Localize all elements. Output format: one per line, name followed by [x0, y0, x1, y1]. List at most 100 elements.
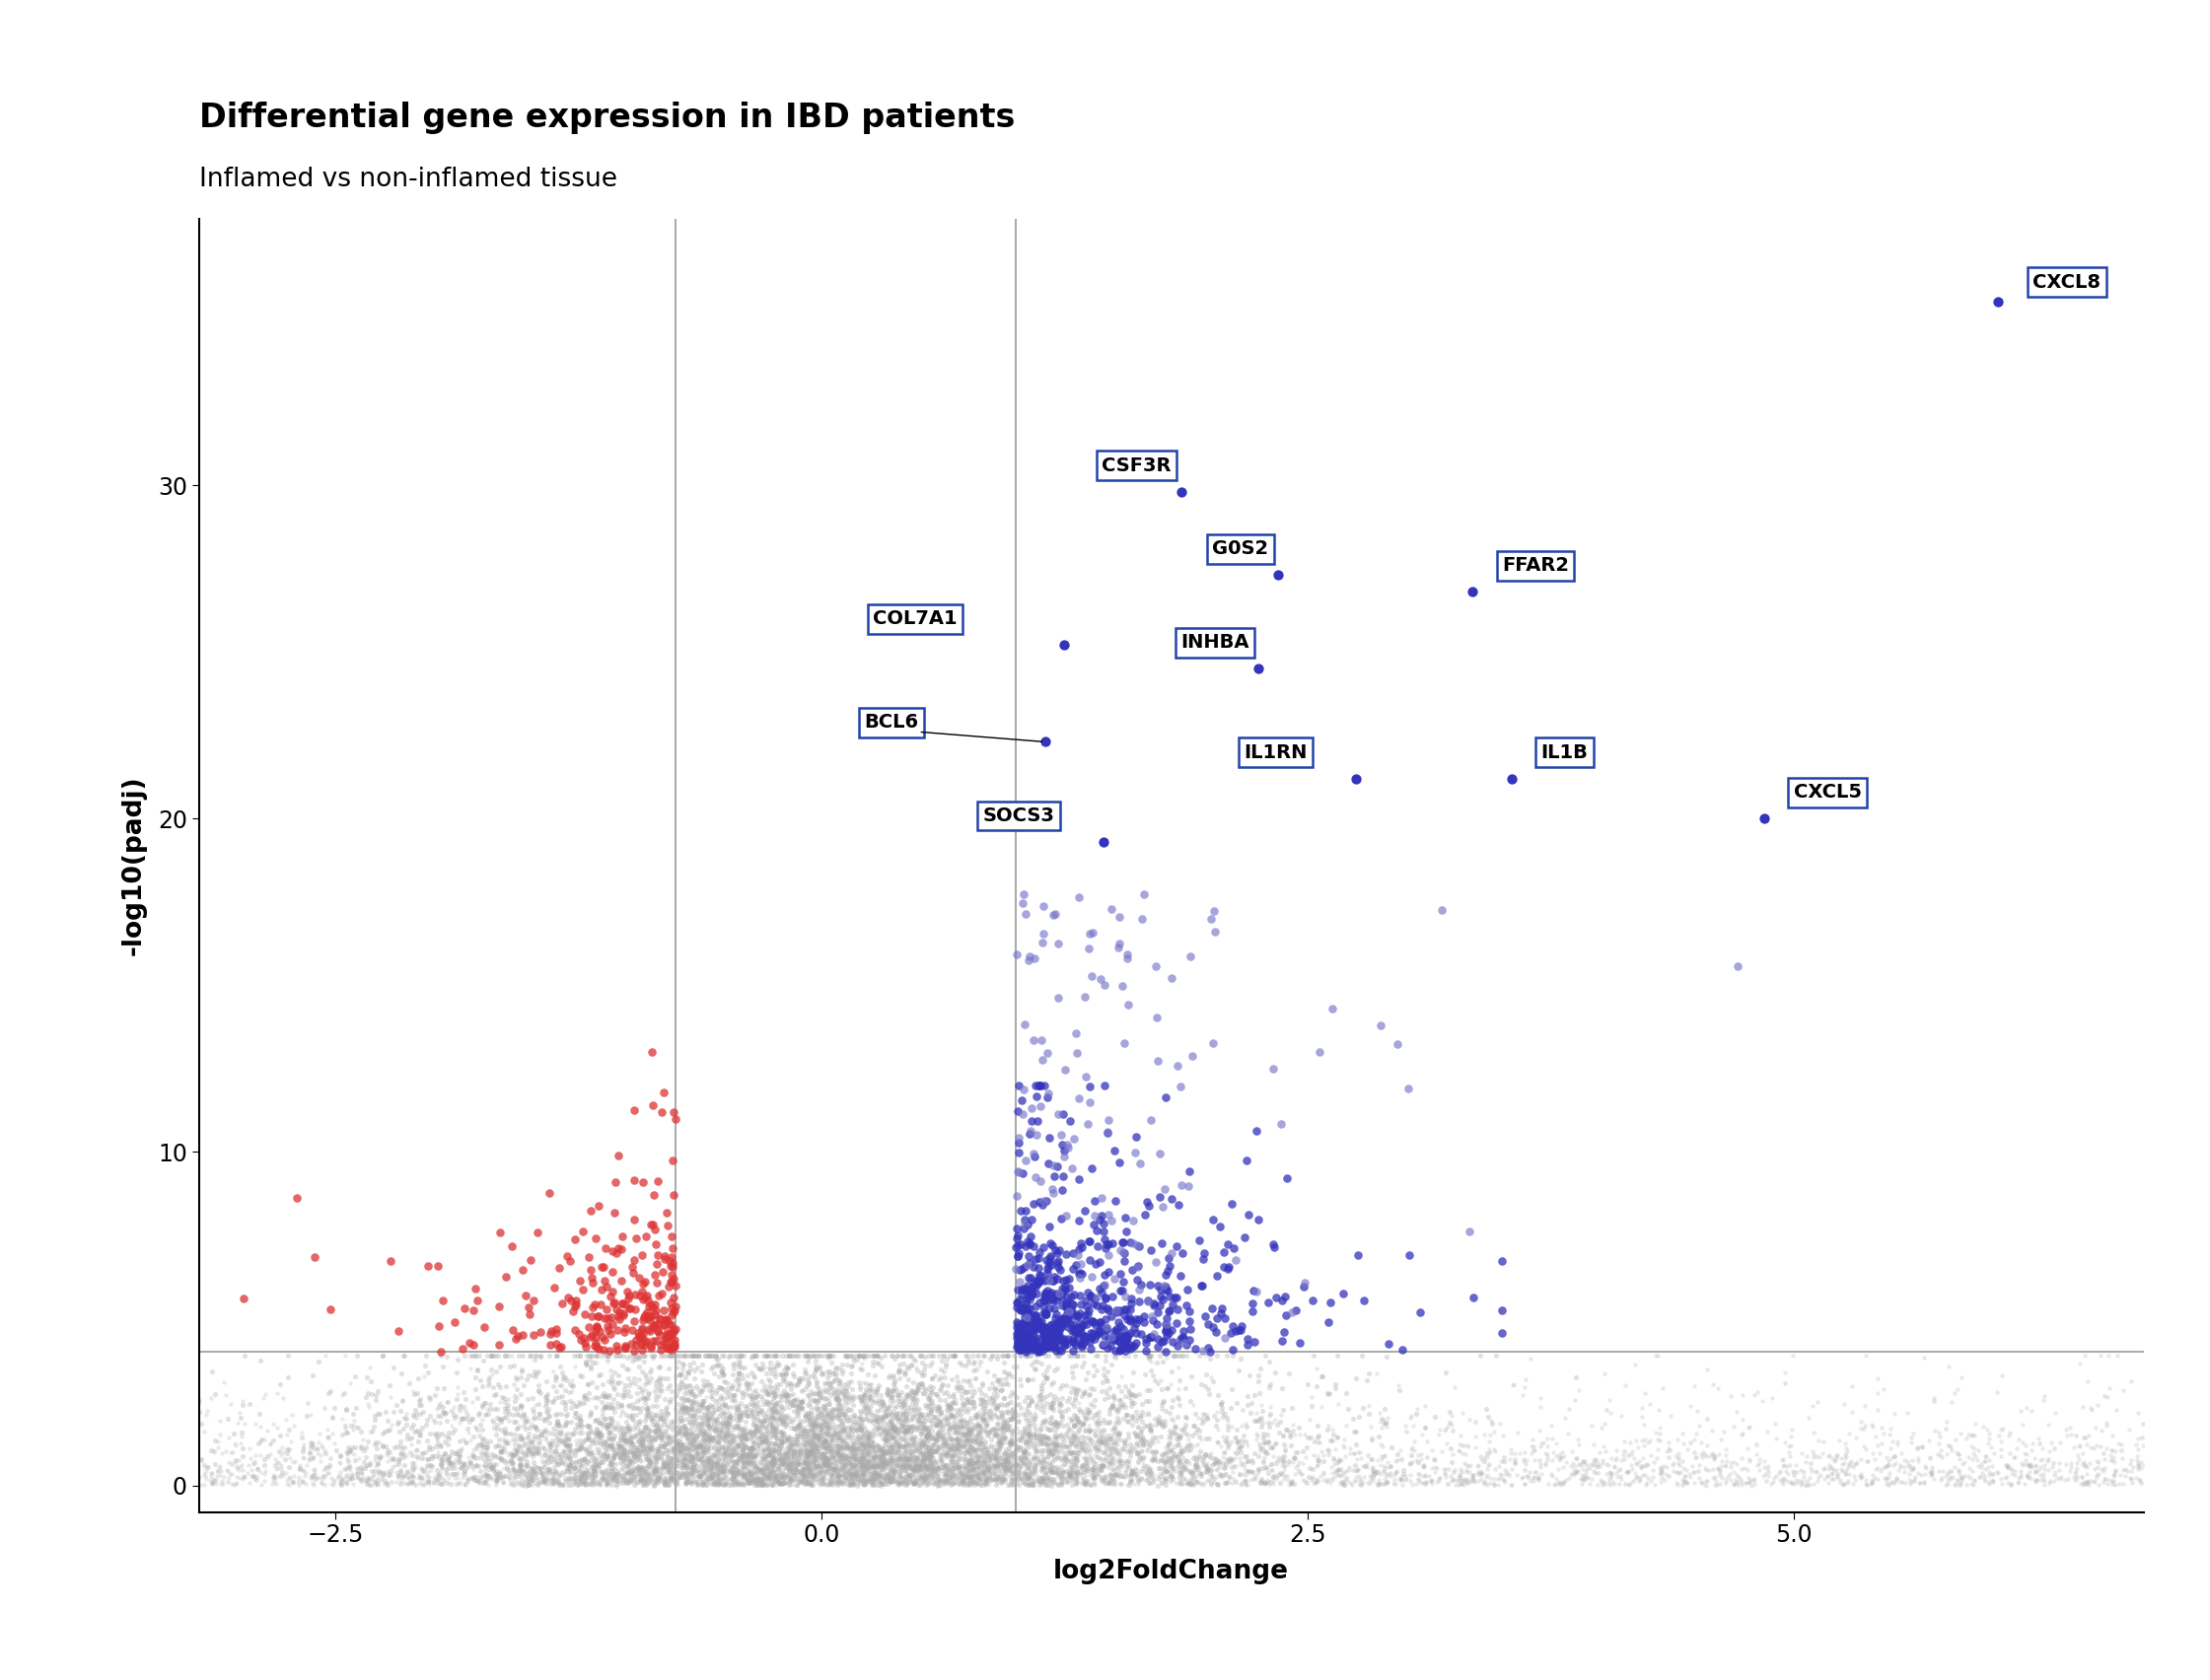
- Point: [1008, 1342, 1043, 1369]
- Point: [796, 1411, 831, 1438]
- Point: [1198, 1470, 1233, 1497]
- Point: [866, 1465, 902, 1492]
- Point: [1087, 1235, 1123, 1262]
- Point: [877, 1450, 913, 1477]
- Point: [941, 1408, 977, 1435]
- Point: [891, 1352, 926, 1379]
- Point: [625, 1463, 661, 1490]
- Point: [1463, 1460, 1498, 1487]
- Point: [975, 1342, 1010, 1369]
- Point: [696, 1416, 732, 1443]
- Point: [1149, 1457, 1185, 1483]
- Point: [1145, 1349, 1180, 1376]
- Point: [659, 1465, 694, 1492]
- Point: [948, 1455, 983, 1482]
- Point: [729, 1453, 765, 1480]
- Point: [924, 1448, 959, 1475]
- Point: [1045, 1307, 1081, 1334]
- Point: [1001, 1452, 1036, 1478]
- Point: [1470, 1445, 1505, 1472]
- Point: [1050, 1131, 1085, 1158]
- Point: [928, 1453, 964, 1480]
- Point: [358, 1381, 393, 1408]
- Point: [911, 1425, 946, 1452]
- Point: [617, 1346, 652, 1373]
- Point: [1377, 1462, 1412, 1488]
- Point: [1014, 1470, 1050, 1497]
- Point: [365, 1420, 400, 1446]
- Point: [809, 1460, 844, 1487]
- Point: [884, 1342, 919, 1369]
- Point: [511, 1467, 546, 1494]
- Point: [674, 1443, 709, 1470]
- Point: [1120, 1440, 1156, 1467]
- Point: [869, 1462, 904, 1488]
- Point: [1036, 1357, 1072, 1384]
- Point: [502, 1381, 537, 1408]
- Point: [1463, 1342, 1498, 1369]
- Point: [992, 1383, 1028, 1410]
- Point: [449, 1401, 484, 1428]
- Point: [2071, 1368, 2106, 1394]
- Point: [1459, 1460, 1494, 1487]
- Point: [1021, 1446, 1056, 1473]
- Point: [1030, 1425, 1065, 1452]
- Point: [1134, 1357, 1169, 1384]
- Point: [590, 1455, 625, 1482]
- Point: [676, 1403, 712, 1430]
- Point: [820, 1386, 855, 1413]
- Point: [1178, 1468, 1213, 1495]
- Point: [391, 1468, 427, 1495]
- Point: [1591, 1468, 1627, 1495]
- Point: [557, 1448, 592, 1475]
- Point: [1620, 1463, 1655, 1490]
- Point: [1642, 1458, 1677, 1485]
- Point: [1054, 1354, 1090, 1381]
- Point: [597, 1290, 632, 1317]
- Point: [796, 1441, 831, 1468]
- Point: [822, 1413, 857, 1440]
- Point: [1063, 1331, 1098, 1357]
- Point: [692, 1428, 727, 1455]
- Point: [1242, 1354, 1277, 1381]
- Point: [579, 1445, 614, 1472]
- Point: [758, 1438, 793, 1465]
- Point: [776, 1342, 811, 1369]
- Point: [829, 1453, 864, 1480]
- Point: [1019, 1334, 1054, 1361]
- Point: [1030, 1252, 1065, 1278]
- Point: [807, 1441, 842, 1468]
- Point: [1036, 1445, 1072, 1472]
- Point: [716, 1468, 751, 1495]
- Point: [1275, 1394, 1311, 1421]
- Point: [1843, 1410, 1878, 1436]
- Point: [769, 1462, 804, 1488]
- Point: [256, 1445, 292, 1472]
- Point: [329, 1420, 365, 1446]
- Point: [2095, 1423, 2130, 1450]
- Point: [822, 1462, 857, 1488]
- Point: [1021, 1467, 1056, 1494]
- Point: [659, 1445, 694, 1472]
- Point: [2091, 1383, 2126, 1410]
- Point: [628, 1413, 663, 1440]
- Point: [681, 1438, 716, 1465]
- Point: [782, 1398, 818, 1425]
- Point: [528, 1426, 564, 1453]
- Point: [1244, 1455, 1280, 1482]
- Point: [1277, 1297, 1313, 1324]
- Point: [1092, 1435, 1127, 1462]
- Point: [1806, 1455, 1841, 1482]
- Point: [860, 1416, 895, 1443]
- Point: [608, 1332, 643, 1359]
- Point: [813, 1462, 849, 1488]
- Point: [787, 1364, 822, 1391]
- Point: [2124, 1448, 2159, 1475]
- Point: [818, 1356, 853, 1383]
- Point: [904, 1418, 939, 1445]
- Point: [199, 1470, 234, 1497]
- Point: [2080, 1391, 2115, 1418]
- Point: [1235, 1440, 1271, 1467]
- Point: [1034, 1278, 1070, 1305]
- Point: [1461, 1458, 1496, 1485]
